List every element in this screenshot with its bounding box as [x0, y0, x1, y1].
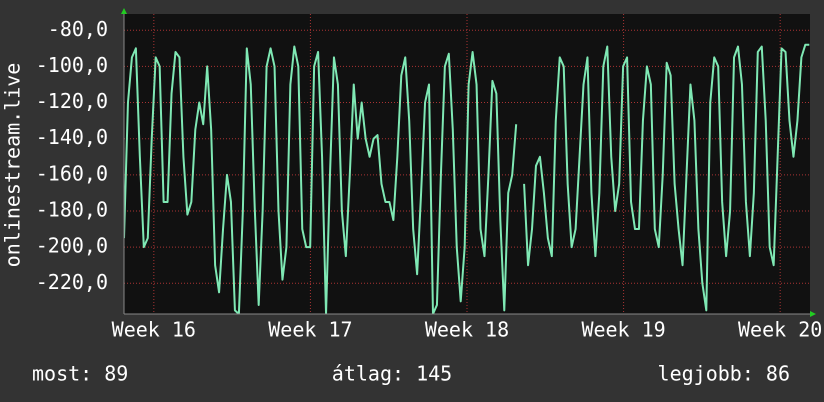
- x-axis-arrow: [810, 311, 816, 317]
- footer-average: átlag: 145: [332, 362, 452, 386]
- x-tick-label: Week 19: [581, 318, 665, 342]
- x-tick-label: Week 17: [268, 318, 352, 342]
- y-tick-label: -180,0: [36, 197, 108, 221]
- x-tick-label: Week 18: [425, 318, 509, 342]
- y-tick-label: -220,0: [36, 270, 108, 294]
- x-tick-label: Week 20: [738, 318, 822, 342]
- y-tick-label: -120,0: [36, 89, 108, 113]
- y-tick-label: -100,0: [36, 53, 108, 77]
- y-tick-label: -140,0: [36, 125, 108, 149]
- y-tick-label: -160,0: [36, 161, 108, 185]
- y-axis-label: onlinestream.live: [1, 63, 25, 268]
- y-axis-arrow: [121, 8, 127, 14]
- y-tick-label: -80,0: [48, 17, 108, 41]
- footer-current: most: 89: [32, 362, 128, 386]
- x-tick-label: Week 16: [112, 318, 196, 342]
- footer-best: legjobb: 86: [658, 362, 790, 386]
- y-tick-label: -200,0: [36, 234, 108, 258]
- data-line: [124, 43, 810, 314]
